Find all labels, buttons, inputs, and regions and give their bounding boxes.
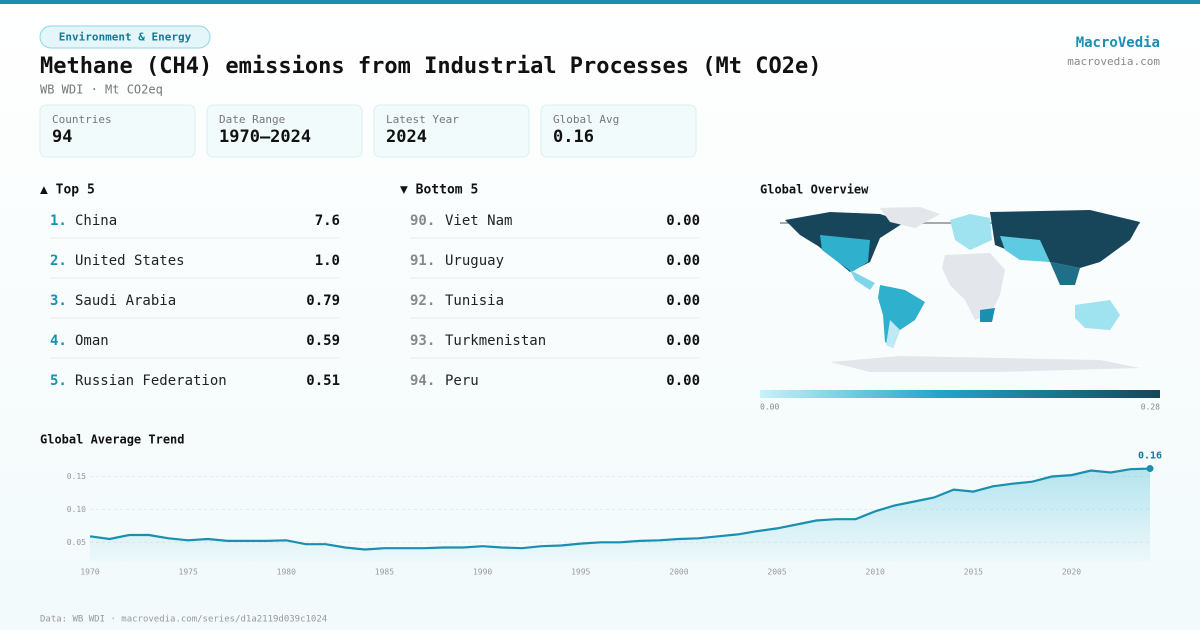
rank: 3. xyxy=(50,293,67,309)
x-tick-label: 1980 xyxy=(277,568,296,577)
country: Tunisia xyxy=(445,293,504,309)
stat-label: Countries xyxy=(52,113,112,126)
site: macrovedia.com xyxy=(1067,55,1160,68)
list-title: ▲ Top 5 xyxy=(40,183,95,198)
footer: Data: WB WDI · macrovedia.com/series/d1a… xyxy=(40,615,327,625)
x-tick-label: 1985 xyxy=(375,568,394,577)
country: Uruguay xyxy=(445,253,504,269)
y-tick-label: 0.10 xyxy=(67,505,86,514)
trend-line xyxy=(89,467,1151,551)
x-tick-label: 2005 xyxy=(767,568,786,577)
x-tick-label: 2015 xyxy=(964,568,983,577)
stat-value: 0.16 xyxy=(553,127,594,147)
colorbar xyxy=(760,390,1160,398)
value: 0.00 xyxy=(666,293,700,309)
area xyxy=(90,468,1150,562)
subtitle: WB WDI · Mt CO2eq xyxy=(40,83,163,97)
title: Methane (CH4) emissions from Industrial … xyxy=(40,54,821,79)
top-bar xyxy=(0,0,1200,4)
x-tick-label: 1990 xyxy=(473,568,492,577)
map-title: Global Overview xyxy=(760,183,869,197)
country: Russian Federation xyxy=(75,373,227,389)
x-tick-label: 2020 xyxy=(1062,568,1081,577)
world-map xyxy=(780,207,1140,372)
country: China xyxy=(75,213,117,229)
stat-value: 1970–2024 xyxy=(219,127,311,147)
rank: 2. xyxy=(50,253,67,269)
rank: 92. xyxy=(410,293,435,309)
brand: MacroVedia xyxy=(1076,35,1160,51)
list-title: ▼ Bottom 5 xyxy=(400,183,478,198)
value: 0.00 xyxy=(666,253,700,269)
stat-label: Global Avg xyxy=(553,113,619,126)
x-tick-label: 1975 xyxy=(179,568,198,577)
rank: 90. xyxy=(410,213,435,229)
country: Saudi Arabia xyxy=(75,293,176,309)
value: 0.51 xyxy=(306,373,340,389)
tag: Environment & Energy xyxy=(59,31,192,44)
stat-label: Date Range xyxy=(219,113,285,126)
rank: 4. xyxy=(50,333,67,349)
stat-card xyxy=(206,104,363,158)
last-value-label: 0.16 xyxy=(1138,451,1162,462)
x-tick-label: 1970 xyxy=(80,568,99,577)
stat-value: 2024 xyxy=(386,127,427,147)
value: 0.00 xyxy=(666,213,700,229)
rank: 93. xyxy=(410,333,435,349)
value: 1.0 xyxy=(315,253,340,269)
last-point xyxy=(1146,465,1154,473)
stat-card xyxy=(540,104,697,158)
country: Peru xyxy=(445,373,479,389)
y-tick-label: 0.15 xyxy=(67,472,86,481)
value: 7.6 xyxy=(315,213,340,229)
stat-value: 94 xyxy=(52,127,72,147)
country: Turkmenistan xyxy=(445,333,546,349)
value: 0.79 xyxy=(306,293,340,309)
country: Oman xyxy=(75,333,109,349)
value: 0.00 xyxy=(666,373,700,389)
value: 0.59 xyxy=(306,333,340,349)
x-tick-label: 2010 xyxy=(866,568,885,577)
legend-max: 0.28 xyxy=(1141,403,1160,412)
rank: 91. xyxy=(410,253,435,269)
chart-title: Global Average Trend xyxy=(40,433,185,447)
rank: 5. xyxy=(50,373,67,389)
country: Viet Nam xyxy=(445,213,512,229)
tag-pill xyxy=(39,25,211,49)
country: United States xyxy=(75,253,185,269)
rank: 1. xyxy=(50,213,67,229)
stat-card xyxy=(373,104,530,158)
rank: 94. xyxy=(410,373,435,389)
stat-label: Latest Year xyxy=(386,113,459,126)
stat-card xyxy=(39,104,196,158)
x-tick-label: 1995 xyxy=(571,568,590,577)
value: 0.00 xyxy=(666,333,700,349)
y-tick-label: 0.05 xyxy=(67,538,86,547)
legend-min: 0.00 xyxy=(760,403,779,412)
x-tick-label: 2000 xyxy=(669,568,688,577)
